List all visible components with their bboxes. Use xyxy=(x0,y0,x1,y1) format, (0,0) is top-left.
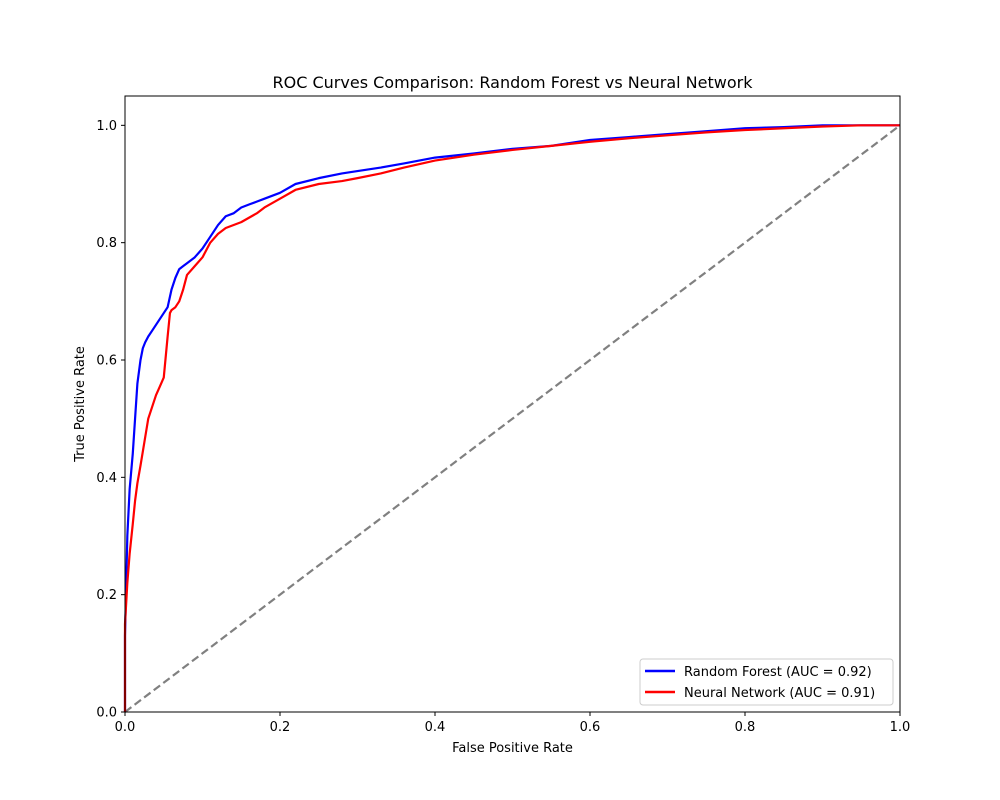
y-tick-label: 0.8 xyxy=(96,236,117,251)
x-tick-label: 1.0 xyxy=(890,720,911,735)
x-tick-label: 0.0 xyxy=(115,720,136,735)
legend-label-neural-network: Neural Network (AUC = 0.91) xyxy=(684,686,875,701)
x-tick-label: 0.4 xyxy=(425,720,446,735)
legend-label-random-forest: Random Forest (AUC = 0.92) xyxy=(684,665,872,680)
plot-lines xyxy=(123,124,901,713)
y-axis-ticks: 0.0 0.2 0.4 0.6 0.8 1.0 xyxy=(96,119,125,721)
x-axis-ticks: 0.0 0.2 0.4 0.6 0.8 1.0 xyxy=(115,712,911,735)
y-tick-label: 1.0 xyxy=(96,119,117,134)
chart-title: ROC Curves Comparison: Random Forest vs … xyxy=(273,73,754,92)
y-tick-label: 0.4 xyxy=(96,471,117,486)
y-tick-label: 0.6 xyxy=(96,354,117,369)
series-line-neural-network xyxy=(123,124,900,712)
x-tick-label: 0.8 xyxy=(735,720,756,735)
legend-box xyxy=(639,658,894,706)
x-axis-label: False Positive Rate xyxy=(452,741,573,756)
series-line-random-forest xyxy=(123,124,900,712)
x-tick-label: 0.6 xyxy=(580,720,601,735)
plot-frame xyxy=(124,95,901,713)
x-tick-label: 0.2 xyxy=(270,720,291,735)
legend: Random Forest (AUC = 0.92) Neural Networ… xyxy=(639,658,894,706)
y-tick-label: 0.2 xyxy=(96,588,117,603)
series-line-chance xyxy=(124,124,901,713)
y-tick-label: 0.0 xyxy=(96,706,117,721)
y-axis-label: True Positive Rate xyxy=(73,346,88,463)
